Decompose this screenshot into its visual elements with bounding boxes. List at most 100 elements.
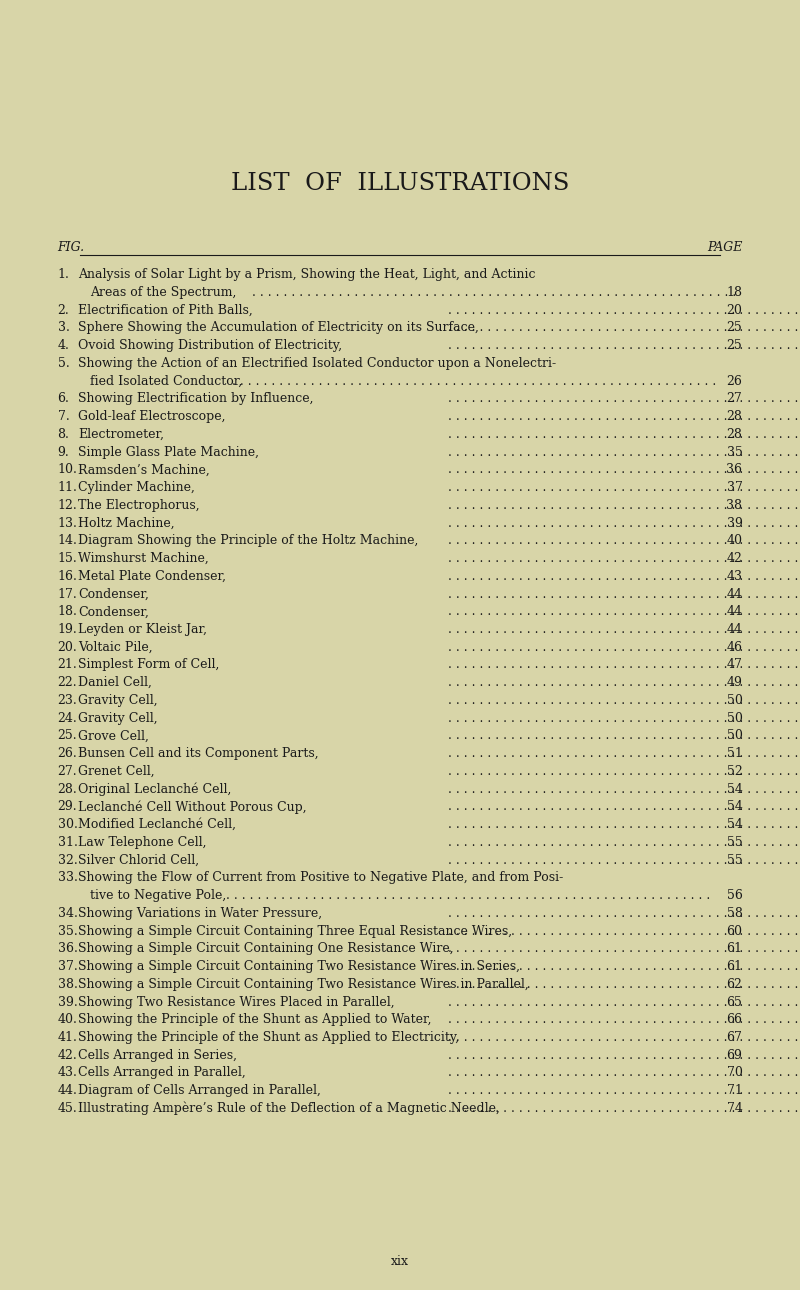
Text: . . . . . . . . . . . . . . . . . . . . . . . . . . . . . . . . . . . . . . . . : . . . . . . . . . . . . . . . . . . . . … (448, 818, 800, 831)
Text: Gravity Cell,: Gravity Cell, (78, 712, 158, 725)
Text: Illustrating Ampère’s Rule of the Deflection of a Magnetic Needle,: Illustrating Ampère’s Rule of the Deflec… (78, 1102, 500, 1115)
Text: 10.: 10. (58, 463, 78, 476)
Text: . . . . . . . . . . . . . . . . . . . . . . . . . . . . . . . . . . . . . . . . : . . . . . . . . . . . . . . . . . . . . … (448, 836, 800, 849)
Text: 9.: 9. (58, 445, 70, 459)
Text: Leclanché Cell Without Porous Cup,: Leclanché Cell Without Porous Cup, (78, 800, 307, 814)
Text: Daniel Cell,: Daniel Cell, (78, 676, 152, 689)
Text: 66: 66 (726, 1013, 742, 1027)
Text: Modified Leclanché Cell,: Modified Leclanché Cell, (78, 818, 237, 831)
Text: . . . . . . . . . . . . . . . . . . . . . . . . . . . . . . . . . . . . . . . . : . . . . . . . . . . . . . . . . . . . . … (448, 694, 800, 707)
Text: Ramsden’s Machine,: Ramsden’s Machine, (78, 463, 210, 476)
Text: 13.: 13. (58, 516, 78, 530)
Text: 43: 43 (726, 570, 742, 583)
Text: . . . . . . . . . . . . . . . . . . . . . . . . . . . . . . . . . . . . . . . . : . . . . . . . . . . . . . . . . . . . . … (252, 286, 736, 299)
Text: . . . . . . . . . . . . . . . . . . . . . . . . . . . . . . . . . . . . . . . . : . . . . . . . . . . . . . . . . . . . . … (226, 889, 710, 902)
Text: Leyden or Kleist Jar,: Leyden or Kleist Jar, (78, 623, 207, 636)
Text: 28.: 28. (58, 783, 78, 796)
Text: 23.: 23. (58, 694, 78, 707)
Text: Gravity Cell,: Gravity Cell, (78, 694, 158, 707)
Text: The Electrophorus,: The Electrophorus, (78, 499, 200, 512)
Text: 43.: 43. (58, 1067, 78, 1080)
Text: 46: 46 (726, 641, 742, 654)
Text: . . . . . . . . . . . . . . . . . . . . . . . . . . . . . . . . . . . . . . . . : . . . . . . . . . . . . . . . . . . . . … (448, 445, 800, 459)
Text: . . . . . . . . . . . . . . . . . . . . . . . . . . . . . . . . . . . . . . . . : . . . . . . . . . . . . . . . . . . . . … (448, 765, 800, 778)
Text: Sphere Showing the Accumulation of Electricity on its Surface,: Sphere Showing the Accumulation of Elect… (78, 321, 479, 334)
Text: 39: 39 (726, 516, 742, 530)
Text: Simplest Form of Cell,: Simplest Form of Cell, (78, 658, 220, 672)
Text: 61: 61 (726, 960, 742, 973)
Text: 61: 61 (726, 942, 742, 956)
Text: . . . . . . . . . . . . . . . . . . . . . . . . . . . . . . . . . . . . . . . . : . . . . . . . . . . . . . . . . . . . . … (448, 321, 800, 334)
Text: 39.: 39. (58, 996, 78, 1009)
Text: 18.: 18. (58, 605, 78, 618)
Text: . . . . . . . . . . . . . . . . . . . . . . . . . . . . . . . . . . . . . . . . : . . . . . . . . . . . . . . . . . . . . … (232, 374, 716, 388)
Text: Holtz Machine,: Holtz Machine, (78, 516, 175, 530)
Text: . . . . . . . . . . . . . . . . . . . . . . . . . . . . . . . . . . . . . . . . : . . . . . . . . . . . . . . . . . . . . … (448, 907, 800, 920)
Text: 4.: 4. (58, 339, 70, 352)
Text: 6.: 6. (58, 392, 70, 405)
Text: . . . . . . . . . . . . . . . . . . . . . . . . . . . . . . . . . . . . . . . . : . . . . . . . . . . . . . . . . . . . . … (448, 712, 800, 725)
Text: 37.: 37. (58, 960, 78, 973)
Text: 69: 69 (726, 1049, 742, 1062)
Text: Original Leclanché Cell,: Original Leclanché Cell, (78, 783, 232, 796)
Text: 25: 25 (726, 339, 742, 352)
Text: 25.: 25. (58, 729, 78, 743)
Text: 55: 55 (726, 854, 742, 867)
Text: . . . . . . . . . . . . . . . . . . . . . . . . . . . . . . . . . . . . . . . . : . . . . . . . . . . . . . . . . . . . . … (448, 641, 800, 654)
Text: . . . . . . . . . . . . . . . . . . . . . . . . . . . . . . . . . . . . . . . . : . . . . . . . . . . . . . . . . . . . . … (448, 800, 800, 814)
Text: 62: 62 (726, 978, 742, 991)
Text: Electrification of Pith Balls,: Electrification of Pith Balls, (78, 303, 253, 317)
Text: 44: 44 (726, 587, 742, 601)
Text: Condenser,: Condenser, (78, 587, 150, 601)
Text: Showing the Principle of the Shunt as Applied to Electricity,: Showing the Principle of the Shunt as Ap… (78, 1031, 460, 1044)
Text: 38: 38 (726, 499, 742, 512)
Text: 42.: 42. (58, 1049, 78, 1062)
Text: . . . . . . . . . . . . . . . . . . . . . . . . . . . . . . . . . . . . . . . . : . . . . . . . . . . . . . . . . . . . . … (448, 942, 800, 956)
Text: . . . . . . . . . . . . . . . . . . . . . . . . . . . . . . . . . . . . . . . . : . . . . . . . . . . . . . . . . . . . . … (448, 1084, 800, 1098)
Text: 35.: 35. (58, 925, 78, 938)
Text: . . . . . . . . . . . . . . . . . . . . . . . . . . . . . . . . . . . . . . . . : . . . . . . . . . . . . . . . . . . . . … (448, 1031, 800, 1044)
Text: 58: 58 (726, 907, 742, 920)
Text: Showing the Flow of Current from Positive to Negative Plate, and from Posi-: Showing the Flow of Current from Positiv… (78, 871, 564, 885)
Text: 37: 37 (726, 481, 742, 494)
Text: 14.: 14. (58, 534, 78, 547)
Text: . . . . . . . . . . . . . . . . . . . . . . . . . . . . . . . . . . . . . . . . : . . . . . . . . . . . . . . . . . . . . … (448, 960, 800, 973)
Text: Showing a Simple Circuit Containing Two Resistance Wires in Parallel,: Showing a Simple Circuit Containing Two … (78, 978, 529, 991)
Text: 36.: 36. (58, 942, 78, 956)
Text: 29.: 29. (58, 800, 78, 814)
Text: Grenet Cell,: Grenet Cell, (78, 765, 155, 778)
Text: Condenser,: Condenser, (78, 605, 150, 618)
Text: Showing a Simple Circuit Containing Three Equal Resistance Wires,: Showing a Simple Circuit Containing Thre… (78, 925, 513, 938)
Text: 19.: 19. (58, 623, 78, 636)
Text: Cells Arranged in Series,: Cells Arranged in Series, (78, 1049, 238, 1062)
Text: 20.: 20. (58, 641, 78, 654)
Text: 24.: 24. (58, 712, 78, 725)
Text: 28: 28 (726, 428, 742, 441)
Text: 40.: 40. (58, 1013, 78, 1027)
Text: . . . . . . . . . . . . . . . . . . . . . . . . . . . . . . . . . . . . . . . . : . . . . . . . . . . . . . . . . . . . . … (448, 587, 800, 601)
Text: 45.: 45. (58, 1102, 78, 1115)
Text: Simple Glass Plate Machine,: Simple Glass Plate Machine, (78, 445, 259, 459)
Text: . . . . . . . . . . . . . . . . . . . . . . . . . . . . . . . . . . . . . . . . : . . . . . . . . . . . . . . . . . . . . … (448, 392, 800, 405)
Text: Showing a Simple Circuit Containing One Resistance Wire,: Showing a Simple Circuit Containing One … (78, 942, 454, 956)
Text: FIG.: FIG. (58, 241, 85, 254)
Text: . . . . . . . . . . . . . . . . . . . . . . . . . . . . . . . . . . . . . . . . : . . . . . . . . . . . . . . . . . . . . … (448, 747, 800, 760)
Text: PAGE: PAGE (707, 241, 742, 254)
Text: Showing the Action of an Electrified Isolated Conductor upon a Nonelectri-: Showing the Action of an Electrified Iso… (78, 357, 557, 370)
Text: Showing Two Resistance Wires Placed in Parallel,: Showing Two Resistance Wires Placed in P… (78, 996, 395, 1009)
Text: . . . . . . . . . . . . . . . . . . . . . . . . . . . . . . . . . . . . . . . . : . . . . . . . . . . . . . . . . . . . . … (448, 783, 800, 796)
Text: Law Telephone Cell,: Law Telephone Cell, (78, 836, 207, 849)
Text: 56: 56 (726, 889, 742, 902)
Text: . . . . . . . . . . . . . . . . . . . . . . . . . . . . . . . . . . . . . . . . : . . . . . . . . . . . . . . . . . . . . … (448, 534, 800, 547)
Text: tive to Negative Pole,: tive to Negative Pole, (90, 889, 226, 902)
Text: 2.: 2. (58, 303, 70, 317)
Text: 16.: 16. (58, 570, 78, 583)
Text: 27: 27 (726, 392, 742, 405)
Text: 25: 25 (726, 321, 742, 334)
Text: 52: 52 (726, 765, 742, 778)
Text: . . . . . . . . . . . . . . . . . . . . . . . . . . . . . . . . . . . . . . . . : . . . . . . . . . . . . . . . . . . . . … (448, 605, 800, 618)
Text: 54: 54 (726, 800, 742, 814)
Text: 60: 60 (726, 925, 742, 938)
Text: Gold-leaf Electroscope,: Gold-leaf Electroscope, (78, 410, 226, 423)
Text: 18: 18 (726, 286, 742, 299)
